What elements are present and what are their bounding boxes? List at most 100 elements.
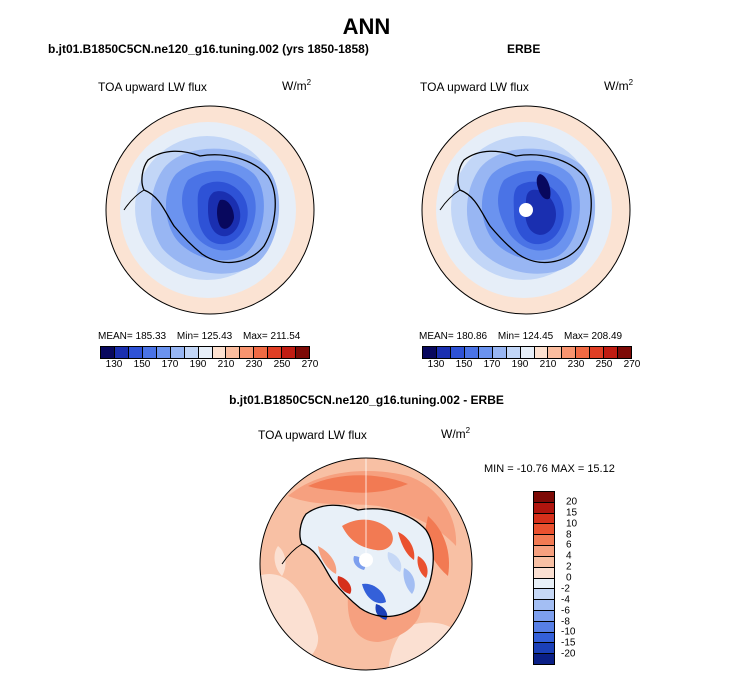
- colorbar-swatch: [604, 347, 619, 358]
- colorbar-swatch: [198, 347, 213, 358]
- colorbar-tick-label: 210: [539, 359, 557, 370]
- panel1-max: Max= 211.54: [243, 331, 301, 342]
- colorbar-swatch: [156, 347, 171, 358]
- colorbar-swatch: [212, 347, 227, 358]
- panel3-colorbar: [533, 491, 555, 665]
- colorbar-swatch: [226, 347, 241, 358]
- colorbar-swatch: [478, 347, 493, 358]
- colorbar-tick-label: 8: [566, 529, 572, 540]
- panel2-min: Min= 124.45: [497, 331, 554, 342]
- colorbar-tick-label: 10: [566, 518, 578, 530]
- colorbar-swatch: [492, 347, 507, 358]
- panel1-title: b.jt01.B1850C5CN.ne120_g16.tuning.002 (y…: [48, 42, 369, 56]
- colorbar-tick-label: -8: [561, 616, 570, 627]
- colorbar-swatch: [534, 347, 549, 358]
- colorbar-swatch: [534, 632, 554, 644]
- colorbar-swatch: [450, 347, 465, 358]
- panel2-stats: MEAN= 180.86 Min= 124.45 Max= 208.49: [419, 331, 630, 342]
- colorbar-tick-label: -6: [561, 605, 570, 617]
- colorbar-tick-label: 130: [427, 359, 445, 370]
- colorbar-tick-label: 150: [455, 359, 473, 370]
- colorbar-tick-label: 190: [189, 359, 207, 370]
- colorbar-swatch: [590, 347, 605, 358]
- panel2-colorbar: 130 150 170 190 210 230 250 270: [422, 346, 640, 371]
- colorbar-tick-label: 250: [273, 359, 291, 370]
- colorbar-swatch: [534, 610, 554, 622]
- colorbar-tick-label: -20: [561, 648, 576, 660]
- colorbar-tick-label: 6: [566, 539, 572, 551]
- colorbar-swatch: [534, 600, 554, 611]
- panel2-variable: TOA upward LW flux: [420, 80, 529, 94]
- colorbar-swatch: [534, 535, 554, 547]
- colorbar-swatch: [534, 654, 554, 664]
- colorbar-tick-label: 20: [566, 496, 578, 508]
- panel2-polar-map: [421, 105, 631, 315]
- colorbar-tick-label: 0: [566, 572, 572, 584]
- colorbar-tick-label: 4: [566, 550, 572, 562]
- colorbar-tick-label: -15: [561, 637, 576, 649]
- panel3-polar-map: [259, 457, 473, 671]
- colorbar-swatch: [506, 347, 521, 358]
- colorbar-swatch: [618, 347, 632, 358]
- colorbar-tick-label: -2: [561, 583, 570, 595]
- colorbar-swatch: [296, 347, 310, 358]
- panel1-polar-map: [105, 105, 315, 315]
- colorbar-swatch: [534, 524, 554, 536]
- colorbar-tick-label: 230: [567, 359, 585, 370]
- colorbar-tick-label: 250: [595, 359, 613, 370]
- panel1-min: Min= 125.43: [176, 331, 233, 342]
- panel3-colorbar-labels: 20 15 10 8 6 4 2 0 -2 -4 -6 -8 -10 -15 -20: [561, 491, 601, 665]
- panel3-title: b.jt01.B1850C5CN.ne120_g16.tuning.002 - …: [229, 393, 504, 407]
- colorbar-swatch: [101, 347, 115, 358]
- page-title: ANN: [342, 14, 391, 39]
- colorbar-swatch: [520, 347, 535, 358]
- colorbar-tick-label: 270: [623, 359, 641, 370]
- colorbar-swatch: [534, 546, 554, 557]
- colorbar-swatch: [534, 492, 554, 503]
- panel3-variable: TOA upward LW flux: [258, 428, 367, 442]
- colorbar-tick-label: 210: [217, 359, 235, 370]
- colorbar-tick-label: 230: [245, 359, 263, 370]
- colorbar-swatch: [184, 347, 199, 358]
- colorbar-tick-label: 15: [566, 507, 578, 519]
- colorbar-tick-label: 2: [566, 561, 572, 573]
- colorbar-tick-label: 170: [483, 359, 501, 370]
- colorbar-swatch: [534, 502, 554, 514]
- panel1-colorbar: 130 150 170 190 210 230 250 270: [100, 346, 318, 371]
- panel2-units: W/m2: [604, 78, 634, 93]
- colorbar-swatch: [142, 347, 157, 358]
- colorbar-swatch: [534, 513, 554, 525]
- panel2-title: ERBE: [507, 42, 541, 56]
- colorbar-tick-label: 150: [133, 359, 151, 370]
- panel1-variable: TOA upward LW flux: [98, 80, 207, 94]
- colorbar-tick-label: 130: [105, 359, 123, 370]
- panel3-minmax: MIN = -10.76 MAX = 15.12: [484, 463, 615, 475]
- colorbar-swatch: [128, 347, 143, 358]
- colorbar-swatch: [436, 347, 451, 358]
- colorbar-swatch: [534, 643, 554, 655]
- colorbar-swatch: [534, 578, 554, 590]
- colorbar-swatch: [282, 347, 297, 358]
- colorbar-swatch: [240, 347, 255, 358]
- colorbar-swatch: [548, 347, 563, 358]
- colorbar-swatch: [170, 347, 185, 358]
- colorbar-swatch: [576, 347, 591, 358]
- colorbar-swatch: [423, 347, 437, 358]
- colorbar-swatch: [254, 347, 269, 358]
- colorbar-swatch: [534, 589, 554, 601]
- colorbar-tick-label: -10: [561, 626, 576, 638]
- colorbar-swatch: [534, 621, 554, 633]
- colorbar-swatch: [562, 347, 577, 358]
- colorbar-swatch: [114, 347, 129, 358]
- colorbar-tick-label: 190: [511, 359, 529, 370]
- panel2-mean: MEAN= 180.86: [419, 331, 488, 342]
- colorbar-swatch: [464, 347, 479, 358]
- colorbar-swatch: [534, 567, 554, 579]
- panel2-max: Max= 208.49: [564, 331, 623, 342]
- panel1-mean: MEAN= 185.33: [98, 331, 167, 342]
- colorbar-tick-label: -4: [561, 594, 570, 606]
- colorbar-tick-label: 270: [301, 359, 319, 370]
- colorbar-swatch: [268, 347, 283, 358]
- panel1-units: W/m2: [282, 78, 312, 93]
- colorbar-swatch: [534, 556, 554, 568]
